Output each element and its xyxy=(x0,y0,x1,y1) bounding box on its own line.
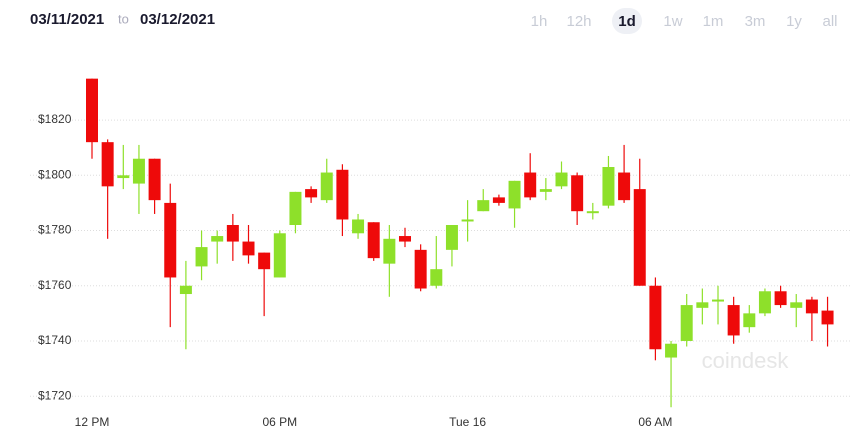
range-selected-bg xyxy=(612,8,642,34)
candle-body xyxy=(211,236,224,242)
candle-body xyxy=(571,175,584,212)
candle-body xyxy=(774,291,787,306)
x-tick-label: 06 AM xyxy=(638,415,672,429)
range-button[interactable]: 1d xyxy=(618,13,636,30)
candle-body xyxy=(414,249,427,289)
to-word: to xyxy=(118,11,129,26)
candle-body xyxy=(649,285,662,350)
candle-body xyxy=(727,305,740,336)
y-tick-label: $1740 xyxy=(38,333,72,347)
candle-body xyxy=(665,343,678,358)
candle-body xyxy=(336,169,349,220)
to-date: 03/12/2021 xyxy=(140,11,215,28)
watermark: coindesk xyxy=(702,348,790,373)
candle-body xyxy=(258,252,271,270)
candle-body xyxy=(242,241,255,256)
range-button[interactable]: 1h xyxy=(531,13,548,30)
candle-body xyxy=(712,299,724,302)
candle-body xyxy=(86,78,98,143)
range-button[interactable]: 1y xyxy=(786,13,802,30)
candle-body xyxy=(618,172,631,201)
candle-body xyxy=(539,189,552,192)
candle-body xyxy=(195,247,208,267)
candle-body xyxy=(383,238,396,264)
candle-body xyxy=(508,180,521,209)
candle-body xyxy=(492,197,505,203)
candle-body xyxy=(101,142,114,187)
candle-body xyxy=(445,225,458,250)
candle-body xyxy=(524,172,537,198)
y-tick-label: $1720 xyxy=(38,388,72,402)
y-tick-label: $1820 xyxy=(38,112,72,126)
candle-body xyxy=(680,305,693,341)
candle-body xyxy=(805,299,818,314)
range-button[interactable]: 1w xyxy=(663,13,682,30)
candle-body xyxy=(743,313,756,328)
range-button[interactable]: 1m xyxy=(703,13,724,30)
candle-body xyxy=(758,291,771,314)
from-date: 03/11/2021 xyxy=(30,11,104,28)
candle-body xyxy=(352,219,365,234)
candle-body xyxy=(821,310,834,325)
range-button[interactable]: 3m xyxy=(745,13,766,30)
candle-body xyxy=(132,158,145,184)
candle-body xyxy=(461,219,474,222)
candle-body xyxy=(273,233,286,278)
x-tick-label: 06 PM xyxy=(262,415,297,429)
candle-body xyxy=(117,175,130,179)
candle-body xyxy=(555,172,568,187)
range-button[interactable]: all xyxy=(822,13,837,30)
candle-body xyxy=(289,191,302,225)
candle-body xyxy=(320,172,333,201)
candle-body xyxy=(430,269,443,286)
candle-body xyxy=(305,189,318,198)
x-tick-label: 12 PM xyxy=(75,415,110,429)
range-button[interactable]: 12h xyxy=(566,13,591,30)
candle-body xyxy=(179,285,192,295)
candle-body xyxy=(586,211,599,214)
candle-body xyxy=(696,302,709,308)
candle-body xyxy=(226,225,239,242)
candle-body xyxy=(148,158,161,201)
y-tick-label: $1800 xyxy=(38,167,72,181)
y-tick-label: $1780 xyxy=(38,223,72,237)
candle-body xyxy=(790,302,803,308)
candle-body xyxy=(164,202,177,278)
candle-body xyxy=(477,200,490,212)
x-tick-label: Tue 16 xyxy=(449,415,486,429)
candle-body xyxy=(399,236,411,242)
candle-body xyxy=(633,189,646,286)
candle-body xyxy=(602,167,615,206)
candle-body xyxy=(367,222,380,259)
y-tick-label: $1760 xyxy=(38,278,72,292)
